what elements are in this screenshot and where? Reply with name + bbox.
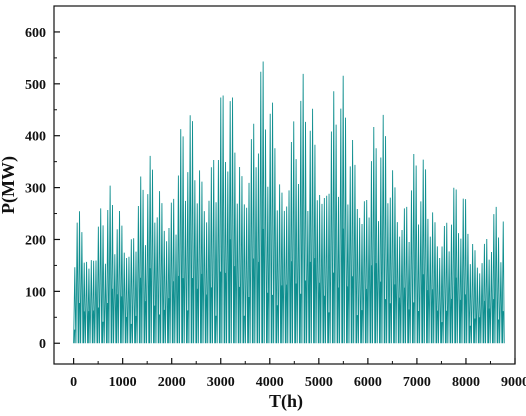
series-layer xyxy=(73,61,505,344)
y-tick-label: 600 xyxy=(25,26,46,41)
x-tick-label: 5000 xyxy=(305,375,333,390)
x-tick-label: 6000 xyxy=(354,375,382,390)
series-line xyxy=(73,61,505,344)
y-tick-label: 200 xyxy=(25,233,46,248)
x-tick-label: 0 xyxy=(70,375,77,390)
x-tick-label: 7000 xyxy=(403,375,431,390)
x-tick-label: 9000 xyxy=(501,375,526,390)
x-tick-label: 3000 xyxy=(207,375,235,390)
y-tick-label: 0 xyxy=(39,337,46,352)
axes-frame xyxy=(53,5,516,365)
x-tick-label: 8000 xyxy=(452,375,480,390)
y-axis-title: P(MW) xyxy=(0,156,19,214)
y-tick-label: 500 xyxy=(25,78,46,93)
y-tick-label: 100 xyxy=(25,285,46,300)
y-tick-label: 300 xyxy=(25,182,46,197)
axis-layer xyxy=(53,5,516,365)
x-tick-label: 4000 xyxy=(256,375,284,390)
x-axis-title: T(h) xyxy=(269,391,303,412)
y-tick-label: 400 xyxy=(25,130,46,145)
x-tick-label: 1000 xyxy=(109,375,137,390)
x-tick-label: 2000 xyxy=(158,375,186,390)
